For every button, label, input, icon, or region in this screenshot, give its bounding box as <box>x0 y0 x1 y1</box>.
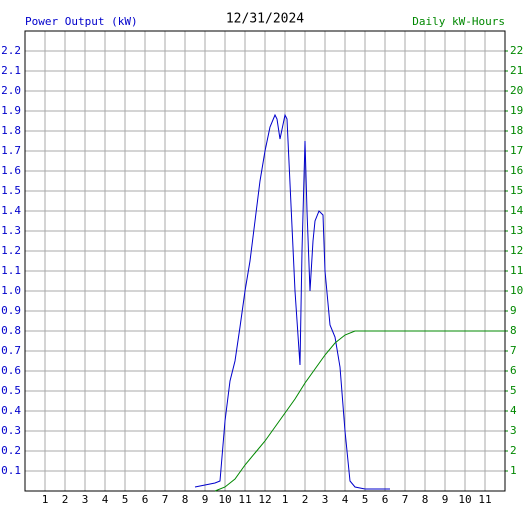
y2-tick-label: 18 <box>510 124 523 137</box>
y2-tick-label: 14 <box>510 204 524 217</box>
y-tick-label: 1.6 <box>1 164 21 177</box>
y2-tick-label: 10 <box>510 284 523 297</box>
x-tick-label: 9 <box>202 493 209 506</box>
x-tick-label: 5 <box>362 493 369 506</box>
y2-tick-label: 1 <box>510 464 517 477</box>
chart-title: 12/31/2024 <box>226 12 304 27</box>
x-tick-label: 7 <box>402 493 409 506</box>
x-tick-label: 8 <box>182 493 189 506</box>
plot-border <box>24 30 506 492</box>
x-tick-label: 2 <box>302 493 309 506</box>
x-tick-label: 10 <box>218 493 231 506</box>
y-tick-label: 0.4 <box>1 404 21 417</box>
y2-tick-label: 8 <box>510 324 517 337</box>
y-tick-label: 0.2 <box>1 444 21 457</box>
y-tick-label: 1.1 <box>1 264 21 277</box>
y2-tick-label: 20 <box>510 84 523 97</box>
y-tick-label: 0.9 <box>1 304 21 317</box>
y-tick-label: 1.3 <box>1 224 21 237</box>
x-tick-label: 8 <box>422 493 429 506</box>
y-tick-label: 1.8 <box>1 124 21 137</box>
y2-tick-label: 21 <box>510 64 523 77</box>
y2-axis-label: Daily kW-Hours <box>412 15 505 28</box>
x-tick-label: 1 <box>282 493 289 506</box>
y2-tick-label: 7 <box>510 344 517 357</box>
y2-tick-label: 11 <box>510 264 523 277</box>
y2-tick-label: 16 <box>510 164 523 177</box>
y-tick-label: 0.1 <box>1 464 21 477</box>
y-tick-label: 0.3 <box>1 424 21 437</box>
y-tick-label: 2.2 <box>1 44 21 57</box>
series-line <box>194 113 390 490</box>
y-tick-label: 0.5 <box>1 384 21 397</box>
y2-tick-label: 9 <box>510 304 517 317</box>
y-tick-label: 1.5 <box>1 184 21 197</box>
y2-tick-label: 6 <box>510 364 517 377</box>
x-tick-label: 11 <box>238 493 251 506</box>
y2-tick-label: 13 <box>510 224 523 237</box>
y2-tick-label: 15 <box>510 184 523 197</box>
x-tick-label: 1 <box>42 493 49 506</box>
y2-tick-label: 17 <box>510 144 523 157</box>
y-tick-label: 1.7 <box>1 144 21 157</box>
y-tick-label: 0.6 <box>1 364 21 377</box>
x-tick-label: 3 <box>82 493 89 506</box>
x-tick-label: 5 <box>122 493 129 506</box>
y2-tick-label: 5 <box>510 384 517 397</box>
y2-tick-label: 2 <box>510 444 517 457</box>
y2-tick-label: 22 <box>510 44 523 57</box>
y-tick-label: 0.8 <box>1 324 21 337</box>
x-tick-label: 12 <box>258 493 271 506</box>
y2-tick-label: 19 <box>510 104 523 117</box>
x-tick-label: 4 <box>342 493 349 506</box>
y-tick-label: 1.2 <box>1 244 21 257</box>
y-tick-label: 2.1 <box>1 64 21 77</box>
y2-tick-label: 4 <box>510 404 517 417</box>
x-tick-label: 11 <box>478 493 491 506</box>
x-tick-label: 9 <box>442 493 449 506</box>
x-tick-label: 4 <box>102 493 109 506</box>
y-axis-label: Power Output (kW) <box>25 15 138 28</box>
y-tick-label: 1.9 <box>1 104 21 117</box>
x-tick-label: 7 <box>162 493 169 506</box>
y-tick-label: 2.0 <box>1 84 21 97</box>
x-tick-label: 6 <box>382 493 389 506</box>
y2-tick-label: 12 <box>510 244 523 257</box>
series-line <box>214 330 505 492</box>
y-tick-label: 0.7 <box>1 344 21 357</box>
y-tick-label: 1.4 <box>1 204 21 217</box>
x-tick-label: 10 <box>458 493 471 506</box>
x-tick-label: 2 <box>62 493 69 506</box>
x-tick-label: 6 <box>142 493 149 506</box>
y-tick-label: 1.0 <box>1 284 21 297</box>
y2-tick-label: 3 <box>510 424 517 437</box>
x-tick-label: 3 <box>322 493 329 506</box>
